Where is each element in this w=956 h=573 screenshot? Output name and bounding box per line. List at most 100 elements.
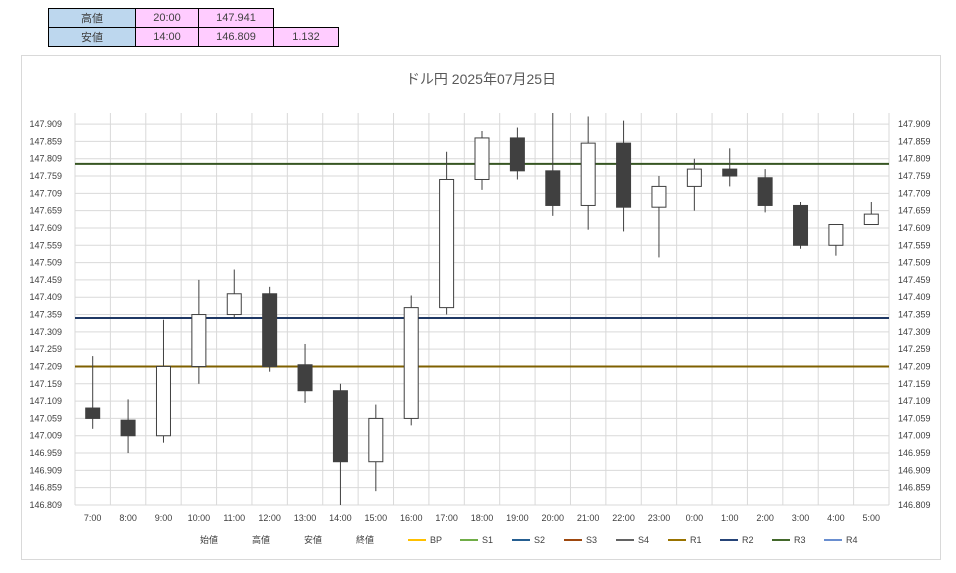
y-tick-label-left: 146.859 bbox=[29, 483, 62, 493]
candle bbox=[262, 286, 278, 372]
x-tick-label: 11:00 bbox=[223, 513, 245, 523]
y-tick-label-left: 147.809 bbox=[29, 154, 62, 164]
y-tick-label-left: 147.609 bbox=[29, 223, 62, 233]
candle-body-down bbox=[85, 407, 101, 419]
candle bbox=[793, 201, 809, 249]
x-tick-label: 23:00 bbox=[648, 513, 671, 523]
x-tick-label: 0:00 bbox=[686, 513, 704, 523]
candle-body-down bbox=[793, 204, 809, 246]
y-tick-label-left: 147.059 bbox=[29, 413, 62, 423]
y-tick-label-right: 147.409 bbox=[898, 292, 931, 302]
summary-table: 高値 20:00 147.941 安値 14:00 146.809 1.132 bbox=[48, 8, 339, 47]
x-tick-label: 1:00 bbox=[721, 513, 739, 523]
y-axis-right: 147.909 147.859 147.809 147.759 147.709 147.6… bbox=[898, 119, 931, 510]
candle-body-up bbox=[403, 307, 419, 419]
candle-body-down bbox=[262, 293, 278, 367]
candle bbox=[616, 120, 632, 232]
y-tick-label-right: 147.609 bbox=[898, 223, 931, 233]
x-tick-label: 16:00 bbox=[400, 513, 423, 523]
candle-body-down bbox=[757, 177, 773, 206]
x-tick-label: 7:00 bbox=[84, 513, 102, 523]
candle bbox=[368, 404, 384, 492]
y-tick-label-right: 146.859 bbox=[898, 483, 931, 493]
y-tick-label-left: 146.809 bbox=[29, 500, 62, 510]
y-tick-label-left: 147.409 bbox=[29, 292, 62, 302]
y-tick-label-right: 147.359 bbox=[898, 310, 931, 320]
legend-label: S1 bbox=[482, 535, 493, 545]
x-axis: 7:00 8:00 9:00 10:00 11:00 12:00 13:00 14:00 15:… bbox=[84, 513, 880, 523]
y-tick-label-right: 146.959 bbox=[898, 448, 931, 458]
x-tick-label: 12:00 bbox=[258, 513, 281, 523]
legend: 始値 高値 安値 終値 BP S1 S2 S3 S4 R1 R2 R3 R4 bbox=[200, 534, 858, 545]
y-tick-label-right: 146.909 bbox=[898, 465, 931, 475]
x-tick-label: 2:00 bbox=[756, 513, 774, 523]
summary-high-row: 高値 20:00 147.941 bbox=[48, 8, 339, 28]
candle-body-down bbox=[545, 170, 561, 206]
legend-label: 終値 bbox=[356, 534, 374, 545]
gridlines bbox=[74, 113, 890, 506]
legend-label: S2 bbox=[534, 535, 545, 545]
y-tick-label-right: 147.559 bbox=[898, 240, 931, 250]
legend-label: 安値 bbox=[304, 534, 322, 545]
low-price: 146.809 bbox=[198, 27, 274, 47]
candle-body-up bbox=[863, 213, 879, 226]
price-range: 1.132 bbox=[273, 27, 339, 47]
legend-label: 高値 bbox=[252, 534, 270, 545]
x-tick-label: 21:00 bbox=[577, 513, 600, 523]
candle bbox=[226, 269, 242, 319]
y-tick-label-right: 147.859 bbox=[898, 136, 931, 146]
legend-label: R4 bbox=[846, 535, 858, 545]
x-tick-label: 3:00 bbox=[792, 513, 810, 523]
candlestick-chart: ドル円 2025年07月25日 147.909 147.859 147.809 147… bbox=[29, 71, 931, 545]
x-tick-label: 15:00 bbox=[365, 513, 388, 523]
x-tick-label: 17:00 bbox=[435, 513, 458, 523]
chart-title: ドル円 2025年07月25日 bbox=[406, 71, 556, 87]
legend-label: R2 bbox=[742, 535, 754, 545]
legend-label: R3 bbox=[794, 535, 806, 545]
y-tick-label-right: 147.659 bbox=[898, 206, 931, 216]
legend-label: BP bbox=[430, 535, 442, 545]
y-tick-label-right: 147.909 bbox=[898, 119, 931, 129]
y-tick-label-left: 147.259 bbox=[29, 344, 62, 354]
candle bbox=[863, 201, 879, 226]
candle-body-down bbox=[332, 390, 348, 463]
y-tick-label-left: 147.909 bbox=[29, 119, 62, 129]
y-tick-label-left: 147.159 bbox=[29, 379, 62, 389]
legend-label: 始値 bbox=[200, 534, 218, 545]
x-tick-label: 9:00 bbox=[155, 513, 173, 523]
legend-label: S4 bbox=[638, 535, 649, 545]
x-tick-label: 10:00 bbox=[188, 513, 211, 523]
x-tick-label: 19:00 bbox=[506, 513, 529, 523]
y-tick-label-right: 146.809 bbox=[898, 500, 931, 510]
y-tick-label-right: 147.259 bbox=[898, 344, 931, 354]
y-tick-label-left: 147.009 bbox=[29, 431, 62, 441]
legend-label: S3 bbox=[586, 535, 597, 545]
low-label: 安値 bbox=[48, 27, 136, 47]
y-tick-label-right: 147.009 bbox=[898, 431, 931, 441]
candle bbox=[651, 176, 667, 258]
candle bbox=[686, 158, 702, 211]
y-tick-label-left: 147.709 bbox=[29, 188, 62, 198]
y-tick-label-right: 147.159 bbox=[898, 379, 931, 389]
candle bbox=[85, 356, 101, 429]
chart-area: ドル円 2025年07月25日 147.909 147.859 147.809 147… bbox=[21, 55, 941, 560]
summary-blank-cell bbox=[274, 9, 339, 28]
candle-body-up bbox=[474, 137, 490, 180]
candles bbox=[85, 113, 879, 505]
y-tick-label-right: 147.059 bbox=[898, 413, 931, 423]
y-tick-label-left: 147.759 bbox=[29, 171, 62, 181]
candle-body-down bbox=[297, 364, 313, 392]
candle-body-up bbox=[155, 365, 171, 437]
y-tick-label-right: 147.209 bbox=[898, 361, 931, 371]
y-tick-label-left: 147.559 bbox=[29, 240, 62, 250]
x-tick-label: 22:00 bbox=[612, 513, 635, 523]
candle bbox=[474, 131, 490, 190]
x-tick-label: 14:00 bbox=[329, 513, 352, 523]
y-tick-label-left: 147.359 bbox=[29, 310, 62, 320]
y-tick-label-right: 147.309 bbox=[898, 327, 931, 337]
y-tick-label-left: 147.659 bbox=[29, 206, 62, 216]
y-tick-label-left: 147.309 bbox=[29, 327, 62, 337]
y-tick-label-right: 147.509 bbox=[898, 258, 931, 268]
candle-body-down bbox=[120, 419, 136, 437]
candle bbox=[509, 127, 525, 180]
